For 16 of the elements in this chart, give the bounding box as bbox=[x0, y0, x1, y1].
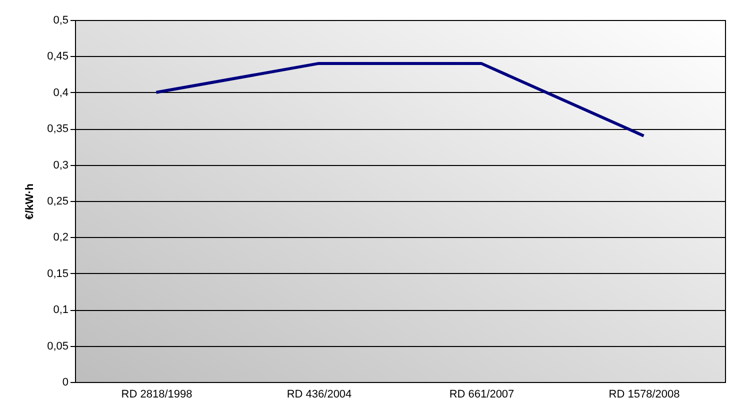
y-tick-label: 0,2 bbox=[53, 232, 68, 244]
y-tick-label: 0,05 bbox=[47, 340, 68, 352]
x-tick-label: RD 661/2007 bbox=[449, 388, 514, 400]
y-tick-label: 0,5 bbox=[53, 14, 68, 26]
y-tick-label: 0 bbox=[62, 376, 68, 388]
x-tick-label: RD 436/2004 bbox=[286, 388, 352, 400]
y-axis-title: €/kW·h bbox=[24, 183, 36, 220]
y-tick-label: 0,25 bbox=[47, 196, 68, 208]
y-tick-label: 0,1 bbox=[53, 304, 68, 316]
y-tick-label: 0,45 bbox=[47, 50, 68, 63]
x-tick-label: RD 2818/1998 bbox=[121, 388, 192, 400]
y-tick-label: 0,35 bbox=[47, 123, 68, 136]
y-tick-label: 0,3 bbox=[53, 159, 68, 172]
y-tick-label: 0,4 bbox=[53, 86, 68, 99]
y-tick-label: 0,15 bbox=[47, 268, 68, 280]
x-tick-label: RD 1578/2008 bbox=[608, 388, 680, 400]
